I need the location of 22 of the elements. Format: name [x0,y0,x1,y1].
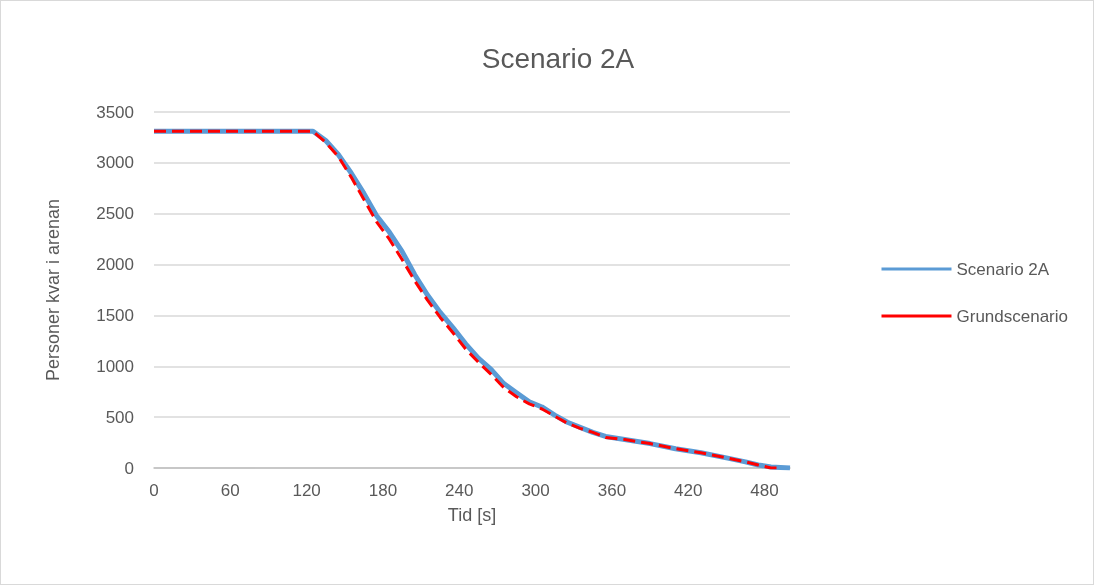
y-axis-title: Personer kvar i arenan [43,198,63,382]
x-tick-label: 360 [597,481,627,500]
x-tick-label: 300 [521,481,550,500]
legend-label: Scenario 2A [956,259,1050,279]
x-tick-label: 120 [292,481,321,500]
legend-label: Grundscenario [956,306,1069,326]
chart-title: Scenario 2A [481,42,635,74]
y-tick-label: 2500 [96,204,134,224]
x-axis-title: Tid [s] [447,505,497,525]
x-tick-label: 240 [445,481,474,500]
y-tick-label: 500 [105,407,134,427]
x-tick-label: 0 [149,481,159,500]
y-tick-label: 3000 [96,153,134,173]
x-tick-label: 420 [674,481,703,500]
x-tick-label: 60 [220,481,240,500]
y-tick-label: 3500 [96,102,134,122]
x-tick-label: 180 [368,481,398,500]
y-tick-label: 1000 [96,356,134,376]
y-tick-label: 0 [124,458,134,478]
x-tick-label: 480 [750,481,779,500]
y-tick-label: 1500 [96,305,134,325]
y-tick-label: 2000 [96,255,134,275]
